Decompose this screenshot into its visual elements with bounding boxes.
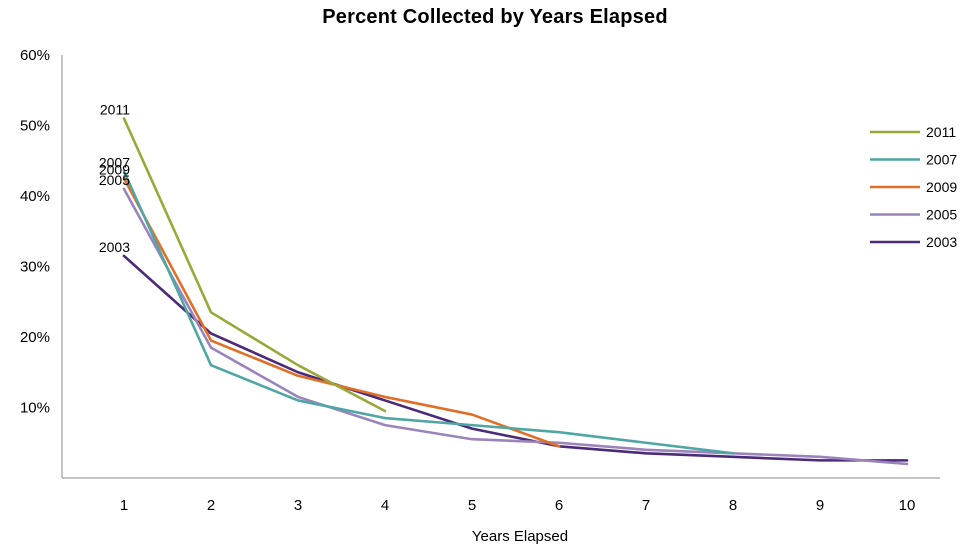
legend-label: 2003 — [926, 234, 957, 250]
series-line-2003 — [122, 254, 909, 462]
legend-item-2005: 2005 — [870, 207, 957, 223]
series-label-2005: 2005 — [99, 172, 130, 188]
legend-label: 2009 — [926, 179, 957, 195]
y-tick-label: 60% — [20, 47, 50, 64]
series-label-2011: 2011 — [100, 101, 130, 117]
legend: 2011 2007 2009 2005 2003 — [870, 124, 957, 250]
x-tick-label: 10 — [899, 497, 916, 514]
chart-title: Percent Collected by Years Elapsed — [322, 6, 668, 28]
x-tick-label: 7 — [642, 497, 650, 514]
series-label-2009: 2009 — [99, 161, 130, 177]
x-tick-label: 3 — [294, 497, 302, 514]
x-tick-label: 2 — [207, 497, 215, 514]
x-tick-label: 6 — [555, 497, 563, 514]
series-label-2003: 2003 — [99, 239, 130, 255]
x-tick-label: 9 — [816, 497, 824, 514]
axes: 10% 20% 30% 40% 50% 60% 1 2 3 4 5 6 7 8 9 10 — [20, 47, 940, 514]
legend-label: 2005 — [926, 207, 957, 223]
series-line-2007 — [122, 170, 735, 455]
legend-label: 2011 — [926, 124, 956, 140]
legend-item-2009: 2009 — [870, 179, 957, 195]
legend-label: 2007 — [926, 152, 957, 168]
y-tick-label: 30% — [20, 259, 50, 276]
series-lines — [122, 117, 909, 466]
x-tick-label: 1 — [120, 497, 128, 514]
x-tick-label: 8 — [729, 497, 737, 514]
legend-item-2007: 2007 — [870, 152, 957, 168]
series-label-2007: 2007 — [99, 154, 130, 170]
y-tick-label: 40% — [20, 188, 50, 205]
x-axis-title: Years Elapsed — [472, 528, 568, 545]
legend-item-2011: 2011 — [870, 124, 956, 140]
y-tick-label: 20% — [20, 329, 50, 346]
x-tick-label: 4 — [381, 497, 389, 514]
x-tick-label: 5 — [468, 497, 476, 514]
series-line-2009 — [122, 177, 561, 448]
y-tick-label: 10% — [20, 400, 50, 417]
series-line-2011 — [122, 117, 387, 413]
series-line-2005 — [122, 187, 909, 466]
y-tick-label: 50% — [20, 118, 50, 135]
legend-item-2003: 2003 — [870, 234, 957, 250]
